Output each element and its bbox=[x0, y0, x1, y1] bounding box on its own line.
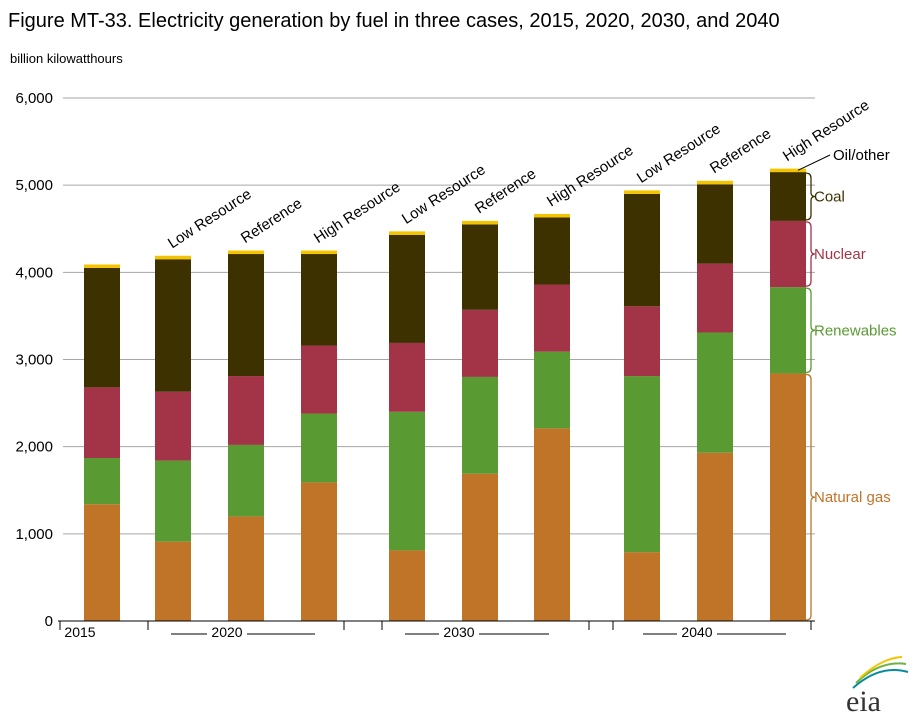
legend: Natural gas Renewables Nuclear Coal Oil/othe… bbox=[797, 147, 897, 621]
legend-label: Coal bbox=[814, 188, 845, 205]
bar-segment bbox=[389, 550, 425, 621]
x-group-label: 2040 bbox=[681, 624, 712, 640]
bar-segment bbox=[84, 457, 120, 505]
bar-segment bbox=[534, 284, 570, 352]
x-group-label: 2020 bbox=[211, 624, 242, 640]
bar-segment bbox=[462, 224, 498, 310]
y-tick-label: 0 bbox=[45, 613, 53, 630]
x-group-label-bg bbox=[207, 625, 247, 639]
bar-segment bbox=[462, 220, 498, 225]
y-tick-label: 2,000 bbox=[15, 439, 53, 456]
bar-segment bbox=[228, 250, 264, 255]
bar-segment bbox=[228, 516, 264, 621]
chart-title: Figure MT-33. Electricity generation by … bbox=[8, 10, 780, 32]
case-label: Low Resource bbox=[165, 186, 255, 252]
y-tick-label: 5,000 bbox=[15, 177, 53, 194]
bar-segment bbox=[697, 180, 733, 185]
x-axis: 2015 2020 2030 2040 bbox=[58, 620, 815, 640]
bar-segment bbox=[534, 217, 570, 285]
bar-segment bbox=[228, 376, 264, 445]
case-label: Low Resource bbox=[399, 161, 489, 227]
x-group-label-bg bbox=[439, 625, 479, 639]
x-group-label-bg bbox=[677, 625, 717, 639]
bar-segment bbox=[155, 255, 191, 260]
bar-segment bbox=[534, 351, 570, 429]
bar-segment bbox=[697, 184, 733, 264]
bar-segment bbox=[770, 220, 806, 288]
bar-segment bbox=[228, 254, 264, 377]
bar-segment bbox=[624, 552, 660, 621]
bar-segment bbox=[228, 444, 264, 517]
bar-segment bbox=[389, 234, 425, 343]
bar-segment bbox=[155, 460, 191, 542]
bar-segment bbox=[624, 193, 660, 307]
bar-segment bbox=[301, 482, 337, 621]
bar-segment bbox=[770, 172, 806, 221]
bar-segment bbox=[389, 231, 425, 235]
bar-segment bbox=[770, 373, 806, 621]
bar-segment bbox=[697, 332, 733, 453]
legend-label: Renewables bbox=[814, 322, 897, 339]
bar-segment bbox=[84, 267, 120, 388]
bar-segment bbox=[155, 259, 191, 392]
bar-segment bbox=[770, 168, 806, 173]
bar-segment bbox=[462, 376, 498, 474]
bar-segment bbox=[697, 263, 733, 333]
y-tick-labels: 0 1,000 2,000 3,000 4,000 5,000 6,000 bbox=[15, 90, 53, 630]
bar-segment bbox=[84, 264, 120, 268]
bar-segment bbox=[84, 387, 120, 458]
bar-segment bbox=[301, 254, 337, 346]
y-tick-label: 1,000 bbox=[15, 526, 53, 543]
bar-segment bbox=[301, 345, 337, 414]
bar-segment bbox=[624, 376, 660, 553]
bar-segment bbox=[624, 306, 660, 377]
bar-segment bbox=[389, 411, 425, 551]
case-label: Low Resource bbox=[634, 120, 724, 186]
bars bbox=[84, 168, 806, 621]
bar-segment bbox=[624, 190, 660, 194]
y-tick-label: 6,000 bbox=[15, 90, 53, 107]
eia-logo: eia bbox=[846, 656, 909, 718]
bar-segment bbox=[462, 473, 498, 621]
legend-label: Natural gas bbox=[814, 489, 891, 506]
y-tick-label: 4,000 bbox=[15, 264, 53, 281]
x-group-label: 2015 bbox=[64, 624, 95, 640]
legend-brace bbox=[805, 221, 816, 287]
bar-segment bbox=[155, 391, 191, 461]
unit-label: billion kilowatthours bbox=[10, 51, 123, 66]
bar-segment bbox=[534, 213, 570, 218]
bar-segment bbox=[697, 452, 733, 621]
bar-segment bbox=[534, 428, 570, 621]
bar-segment bbox=[389, 342, 425, 412]
y-tick-label: 3,000 bbox=[15, 352, 53, 369]
legend-leader bbox=[797, 154, 831, 171]
bar-segment bbox=[84, 504, 120, 621]
x-group-label: 2030 bbox=[443, 624, 474, 640]
legend-label-oil-other: Oil/other bbox=[833, 147, 890, 164]
case-label: High Resource bbox=[544, 142, 636, 210]
bar-segment bbox=[301, 413, 337, 483]
bar-segment bbox=[462, 309, 498, 377]
legend-brace bbox=[805, 287, 816, 374]
bar-segment bbox=[155, 541, 191, 621]
legend-label: Nuclear bbox=[814, 246, 866, 263]
legend-brace bbox=[805, 373, 816, 621]
legend-brace bbox=[805, 172, 816, 221]
bar-segment bbox=[770, 287, 806, 374]
bar-segment bbox=[301, 250, 337, 255]
logo-text: eia bbox=[846, 685, 881, 718]
